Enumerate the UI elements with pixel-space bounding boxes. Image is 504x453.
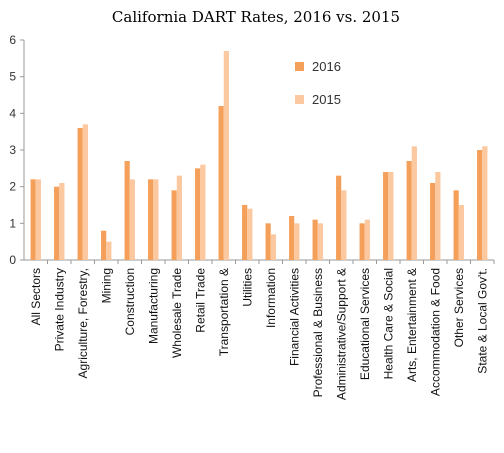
category-label: Mining	[99, 268, 113, 303]
bar-2015-2	[59, 183, 65, 260]
bar-2016-5	[124, 161, 130, 260]
category-label: Transportation &	[217, 268, 231, 356]
bar-2015-1	[35, 179, 41, 260]
bar-2016-18	[430, 183, 436, 260]
category-label: Utilities	[240, 268, 254, 307]
category-label: Manufacturing	[146, 268, 160, 344]
bar-2016-15	[359, 223, 365, 260]
bar-2015-17	[411, 146, 417, 260]
bar-2015-3	[82, 124, 88, 260]
category-label: Other Services	[452, 268, 466, 347]
legend-swatch-2016	[295, 62, 304, 71]
bar-2016-2	[54, 186, 60, 260]
bar-2015-13	[317, 223, 323, 260]
bar-2015-19	[458, 205, 464, 260]
bar-2015-15	[364, 219, 370, 260]
bar-2015-12	[294, 223, 300, 260]
bar-2016-4	[101, 230, 107, 260]
bar-2015-6	[153, 179, 159, 260]
chart-title: California DART Rates, 2016 vs. 2015	[112, 8, 400, 26]
bar-2015-8	[200, 164, 206, 260]
legend-swatch-2015	[295, 95, 304, 104]
bar-2015-18	[435, 172, 441, 260]
category-label: Professional & Business	[311, 268, 325, 397]
bar-2016-6	[148, 179, 154, 260]
category-label: Construction	[123, 268, 137, 335]
plot-area: 0 1 2 3 4 5 6 All Sectors Private Industry Agricu…	[9, 33, 495, 400]
bar-2016-8	[195, 168, 201, 260]
bar-2016-7	[171, 190, 177, 260]
category-label: Accommodation & Food	[428, 268, 442, 396]
bar-2016-16	[383, 172, 389, 260]
bar-2016-12	[289, 216, 295, 260]
legend-label-2016: 2016	[312, 59, 341, 74]
y-tick-label: 0	[9, 253, 16, 267]
category-label: Financial Activities	[287, 268, 301, 366]
category-label: Educational Services	[358, 268, 372, 380]
category-label: Arts, Entertainment &	[405, 268, 419, 382]
bar-2016-20	[477, 150, 483, 260]
category-label: State & Local Gov't.	[475, 268, 489, 374]
category-label: Wholesale Trade	[170, 268, 184, 358]
bar-2015-9	[223, 51, 229, 260]
bar-2016-13	[312, 219, 318, 260]
bar-2016-10	[242, 205, 248, 260]
y-tick-label: 1	[9, 216, 16, 230]
bar-2016-11	[265, 223, 271, 260]
bar-2015-5	[129, 179, 135, 260]
y-tick-label: 2	[9, 180, 16, 194]
category-label: Information	[264, 268, 278, 328]
bar-2016-1	[30, 179, 36, 260]
bar-2015-14	[341, 190, 347, 260]
bar-2016-14	[336, 175, 342, 260]
bar-2015-20	[482, 146, 488, 260]
category-label: Private Industry	[52, 268, 66, 351]
bar-2016-19	[453, 190, 459, 260]
y-tick-label: 4	[9, 106, 16, 120]
bar-2015-4	[106, 241, 112, 260]
legend: 2016 2015	[295, 59, 341, 107]
y-tick-label: 3	[9, 143, 16, 157]
category-label: Administrative/Support &	[334, 268, 348, 400]
legend-label-2015: 2015	[312, 92, 341, 107]
y-tick-label: 5	[9, 70, 16, 84]
bar-2015-7	[176, 175, 182, 260]
bar-2015-11	[270, 234, 276, 260]
bar-2015-10	[247, 208, 253, 260]
bar-2016-3	[77, 128, 83, 260]
bar-2016-17	[406, 161, 412, 260]
category-label: Health Care & Social	[381, 268, 395, 379]
category-label: All Sectors	[29, 268, 43, 325]
category-label: Retail Trade	[193, 268, 207, 333]
y-tick-label: 6	[9, 33, 16, 47]
bar-2015-16	[388, 172, 394, 260]
bar-2016-9	[218, 106, 224, 260]
category-label: Agriculture, Forestry,	[76, 268, 90, 378]
